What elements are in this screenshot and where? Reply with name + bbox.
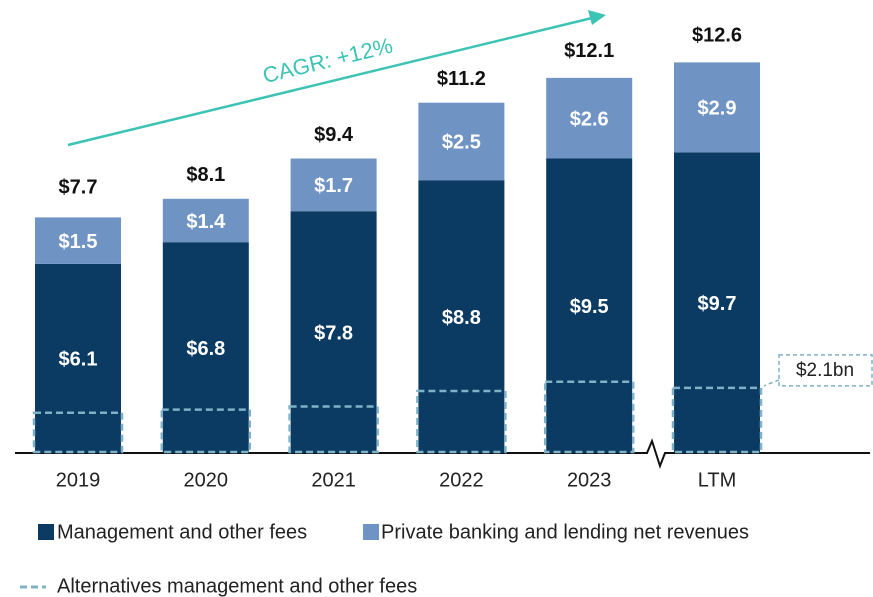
legend-swatch [363, 524, 379, 540]
bar-segment [546, 77, 633, 159]
total-label: $7.7 [59, 177, 98, 199]
x-tick-label: 2021 [311, 469, 356, 491]
arrow-head [588, 10, 606, 25]
annotation: CAGR: +12% [260, 33, 395, 88]
dashed-box [671, 386, 763, 454]
value-label: $9.7 [698, 293, 737, 315]
dashed-box [543, 380, 635, 454]
value-label: $2.9 [698, 98, 737, 120]
legend-swatch [38, 524, 54, 540]
x-tick-label: 2020 [184, 469, 229, 491]
bar-segment [674, 62, 760, 153]
legend-label: Alternatives management and other fees [57, 575, 417, 597]
value-label: $2.5 [442, 132, 481, 154]
bar-segment [418, 102, 505, 181]
total-label: $8.1 [186, 164, 225, 186]
value-label: $1.4 [186, 211, 226, 233]
dashed-box [288, 405, 379, 454]
bar-segment [162, 242, 249, 453]
x-tick-label: 2022 [439, 469, 484, 491]
value-label: $1.5 [59, 231, 98, 253]
value-label: $8.8 [442, 307, 481, 329]
bar-segment [546, 158, 633, 453]
bar-segment [35, 217, 121, 264]
dashed-box [32, 411, 124, 454]
callout-label: $2.1bn [796, 360, 854, 381]
total-label: $12.1 [564, 40, 614, 62]
value-label: $2.6 [570, 108, 609, 130]
bar-segment [35, 263, 121, 453]
dashed-box [160, 408, 252, 454]
x-tick-label: 2019 [56, 469, 101, 491]
x-tick-label: LTM [698, 469, 737, 491]
legend-label: Management and other fees [57, 521, 307, 543]
value-label: $6.8 [186, 338, 225, 360]
bar-segment [290, 158, 377, 212]
value-label: $1.7 [314, 175, 353, 197]
bar-segment [674, 152, 760, 454]
legend-label: Private banking and lending net revenues [381, 521, 749, 543]
total-label: $9.4 [314, 124, 354, 146]
callout-pointer [763, 379, 780, 387]
dashed-box [416, 389, 507, 454]
value-label: $7.8 [314, 322, 353, 344]
value-label: $6.1 [59, 349, 98, 371]
x-tick-label: 2023 [567, 469, 612, 491]
callout-box [778, 354, 873, 387]
bar-segment [162, 198, 249, 243]
value-label: $9.5 [570, 296, 609, 318]
total-label: $12.6 [692, 25, 742, 47]
bar-segment [290, 211, 377, 453]
bar-segment [418, 180, 505, 453]
arrow-line [67, 16, 593, 147]
total-label: $11.2 [437, 68, 486, 90]
